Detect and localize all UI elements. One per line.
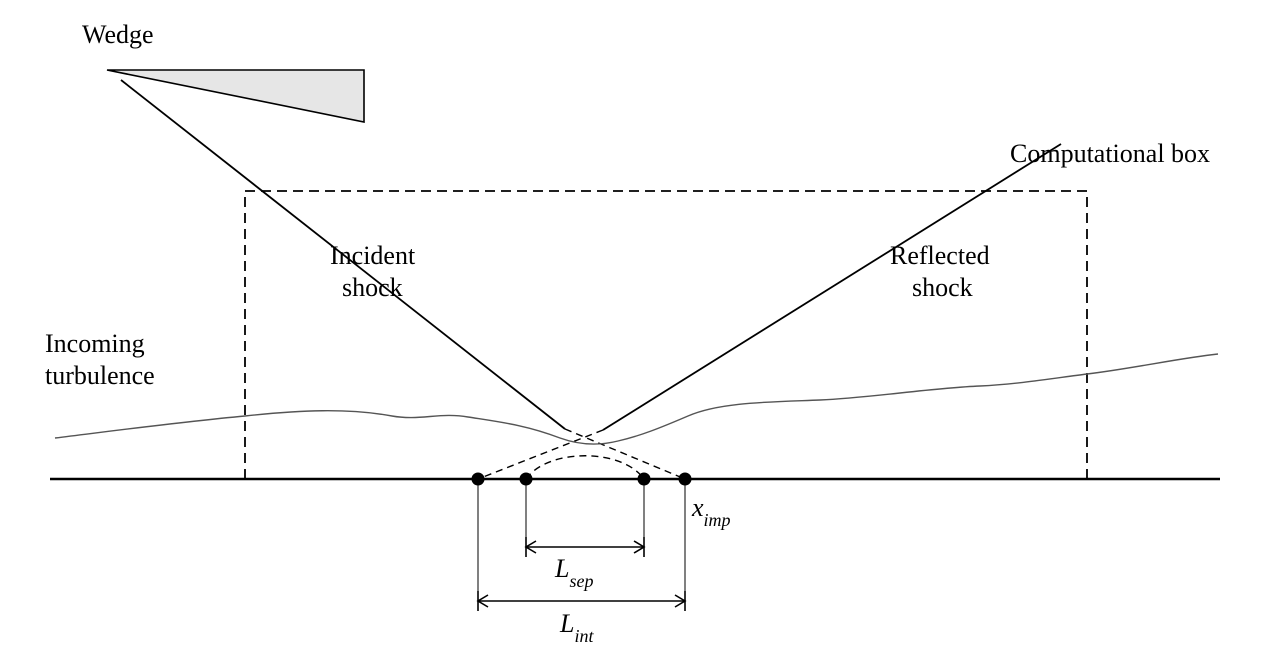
incident-shock-label: Incident [330, 241, 416, 270]
incoming-turbulence-label: Incoming [45, 329, 145, 358]
reflected-shock-label: shock [912, 273, 973, 302]
reflected-shock-label: Reflected [890, 241, 990, 270]
incident-shock-label: shock [342, 273, 403, 302]
incoming-turbulence-label: turbulence [45, 361, 155, 390]
comp-box-label: Computational box [1010, 139, 1210, 168]
wedge-label: Wedge [82, 20, 154, 49]
